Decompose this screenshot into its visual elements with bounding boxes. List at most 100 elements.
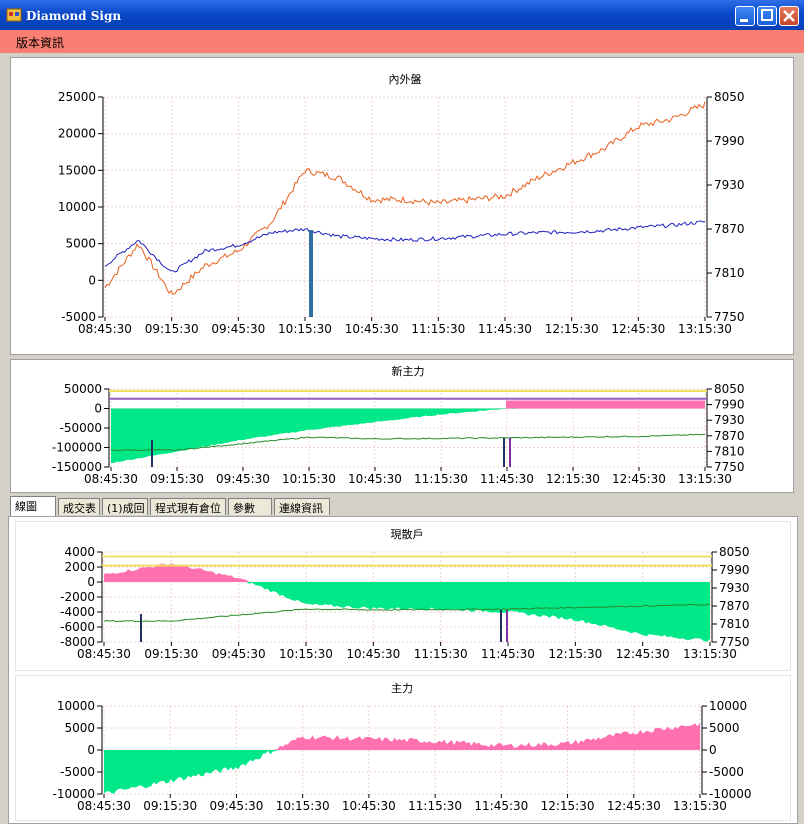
tab-fill-report[interactable]: (1)成回 [102,498,148,515]
left-tick-label: -150000 [52,460,102,474]
left-tick-label: 5000 [64,721,95,735]
left-tick-label: -6000 [60,620,95,634]
tab-connection-info[interactable]: 連線資訊 [274,498,330,515]
left-tick-label: 10000 [58,200,96,214]
right-tick-label: 7750 [714,310,745,324]
x-tick-label: 11:45:30 [480,472,534,486]
right-tick-label: 7870 [719,599,750,613]
right-tick-label: 7990 [719,563,750,577]
right-tick-label: 7930 [714,413,745,427]
x-tick-label: 10:15:30 [278,322,332,336]
x-tick-label: 12:15:30 [545,322,599,336]
right-tick-label: 5000 [709,721,740,735]
area-negative [104,582,710,642]
x-tick-label: 11:45:30 [481,647,535,661]
chart-panel-3: 現散戶 4000 2000 0 -2000 -4000 -6000 -8000 8050 7990… [15,521,791,671]
left-tick-label: -4000 [60,605,95,619]
chart-new-main-force: 新主力 50000 0 -50000 -100000 -150000 8050 7990793… [52,364,745,486]
chart-panel-1: 內外盤 25000 20000 15000 10000 5000 0 -5000 8050 799… [10,57,794,355]
right-tick-label: 8050 [719,545,750,559]
maximize-button[interactable] [757,6,777,26]
marker-bar [500,610,502,642]
chart-panel-4: 主力 10000 5000 0 -5000 -10000 10000 5000 0 -5000 -1… [15,675,791,821]
area-negative [104,750,700,794]
x-tick-label: 12:15:30 [546,472,600,486]
chart-title: 內外盤 [389,73,422,86]
close-icon [783,10,795,22]
right-tick-label: -5000 [709,765,744,779]
x-tick-label: 12:15:30 [548,647,602,661]
menu-bar: 版本資訊 [0,30,804,53]
left-tick-label: 20000 [58,127,96,141]
x-tick-label: 12:45:30 [607,799,661,813]
right-tick-label: 7990 [714,134,745,148]
close-button[interactable] [779,6,799,26]
x-tick-label: 12:45:30 [611,322,665,336]
tab-parameters[interactable]: 參數 [228,498,272,515]
left-tick-label: 0 [94,402,102,416]
right-tick-label: 7750 [719,635,750,649]
left-tick-label: -2000 [60,590,95,604]
x-tick-label: 08:45:30 [78,322,132,336]
right-tick-label: 7810 [714,444,745,458]
left-tick-label: 25000 [58,90,96,104]
x-tick-label: 11:45:30 [474,799,528,813]
x-tick-label: 10:45:30 [348,472,402,486]
tab-current-position[interactable]: 程式現有倉位 [150,498,226,515]
left-tick-label: -50000 [59,421,102,435]
marker-bar [509,438,511,467]
left-tick-label: -10000 [52,787,95,801]
left-tick-label: 0 [87,743,95,757]
tab-line-chart[interactable]: 線圖 [10,496,56,517]
series-line-price [104,220,706,273]
left-tick-label: 4000 [64,545,95,559]
right-tick-label: 10000 [709,699,747,713]
area-positive [506,400,705,409]
x-tick-label: 09:45:30 [209,799,263,813]
x-tick-label: 08:45:30 [84,472,138,486]
x-tick-label: 09:45:30 [212,647,266,661]
minimize-button[interactable] [735,6,755,26]
marker-bar [503,438,505,467]
x-tick-label: 11:45:30 [478,322,532,336]
marker-bar [140,614,142,642]
x-tick-label: 13:15:30 [683,647,737,661]
volume-bar [309,230,313,317]
left-tick-label: -100000 [52,441,102,455]
x-tick-label: 12:45:30 [616,647,670,661]
left-tick-label: -5000 [61,310,96,324]
chart-title: 主力 [391,682,413,695]
chart-title: 新主力 [392,364,425,378]
x-tick-label: 11:15:30 [408,799,462,813]
left-tick-label: -5000 [60,765,95,779]
maximize-icon [761,9,773,21]
x-tick-label: 10:45:30 [342,799,396,813]
area-negative [111,402,705,463]
x-tick-label: 13:15:30 [673,799,727,813]
right-tick-label: 8050 [714,90,745,104]
tab-trade-table[interactable]: 成交表 [58,498,100,515]
menu-version-info[interactable]: 版本資訊 [16,36,65,50]
right-tick-label: 0 [709,743,717,757]
x-tick-label: 11:15:30 [414,647,468,661]
left-tick-label: 5000 [65,237,96,251]
x-tick-label: 12:45:30 [612,472,666,486]
tab-page-line-chart: 現散戶 4000 2000 0 -2000 -4000 -6000 -8000 8050 7990… [8,516,798,824]
x-tick-label: 08:45:30 [77,799,131,813]
x-tick-label: 09:45:30 [211,322,265,336]
right-tick-label: 7870 [714,429,745,443]
x-tick-label: 09:15:30 [143,799,197,813]
chart-panel-2: 新主力 50000 0 -50000 -100000 -150000 8050 7990 793… [10,359,794,493]
x-tick-label: 11:15:30 [411,322,465,336]
x-tick-label: 09:15:30 [144,647,198,661]
series-line-outer [104,101,706,295]
chart-title: 現散戶 [391,527,424,541]
x-tick-label: 10:45:30 [345,322,399,336]
x-tick-label: 10:15:30 [279,647,333,661]
left-tick-label: 10000 [57,699,95,713]
tab-bar: 線圖 成交表 (1)成回 程式現有倉位 參數 連線資訊 [0,495,804,517]
right-tick-label: 7930 [714,178,745,192]
right-tick-label: 7810 [714,266,745,280]
left-tick-label: 2000 [64,560,95,574]
